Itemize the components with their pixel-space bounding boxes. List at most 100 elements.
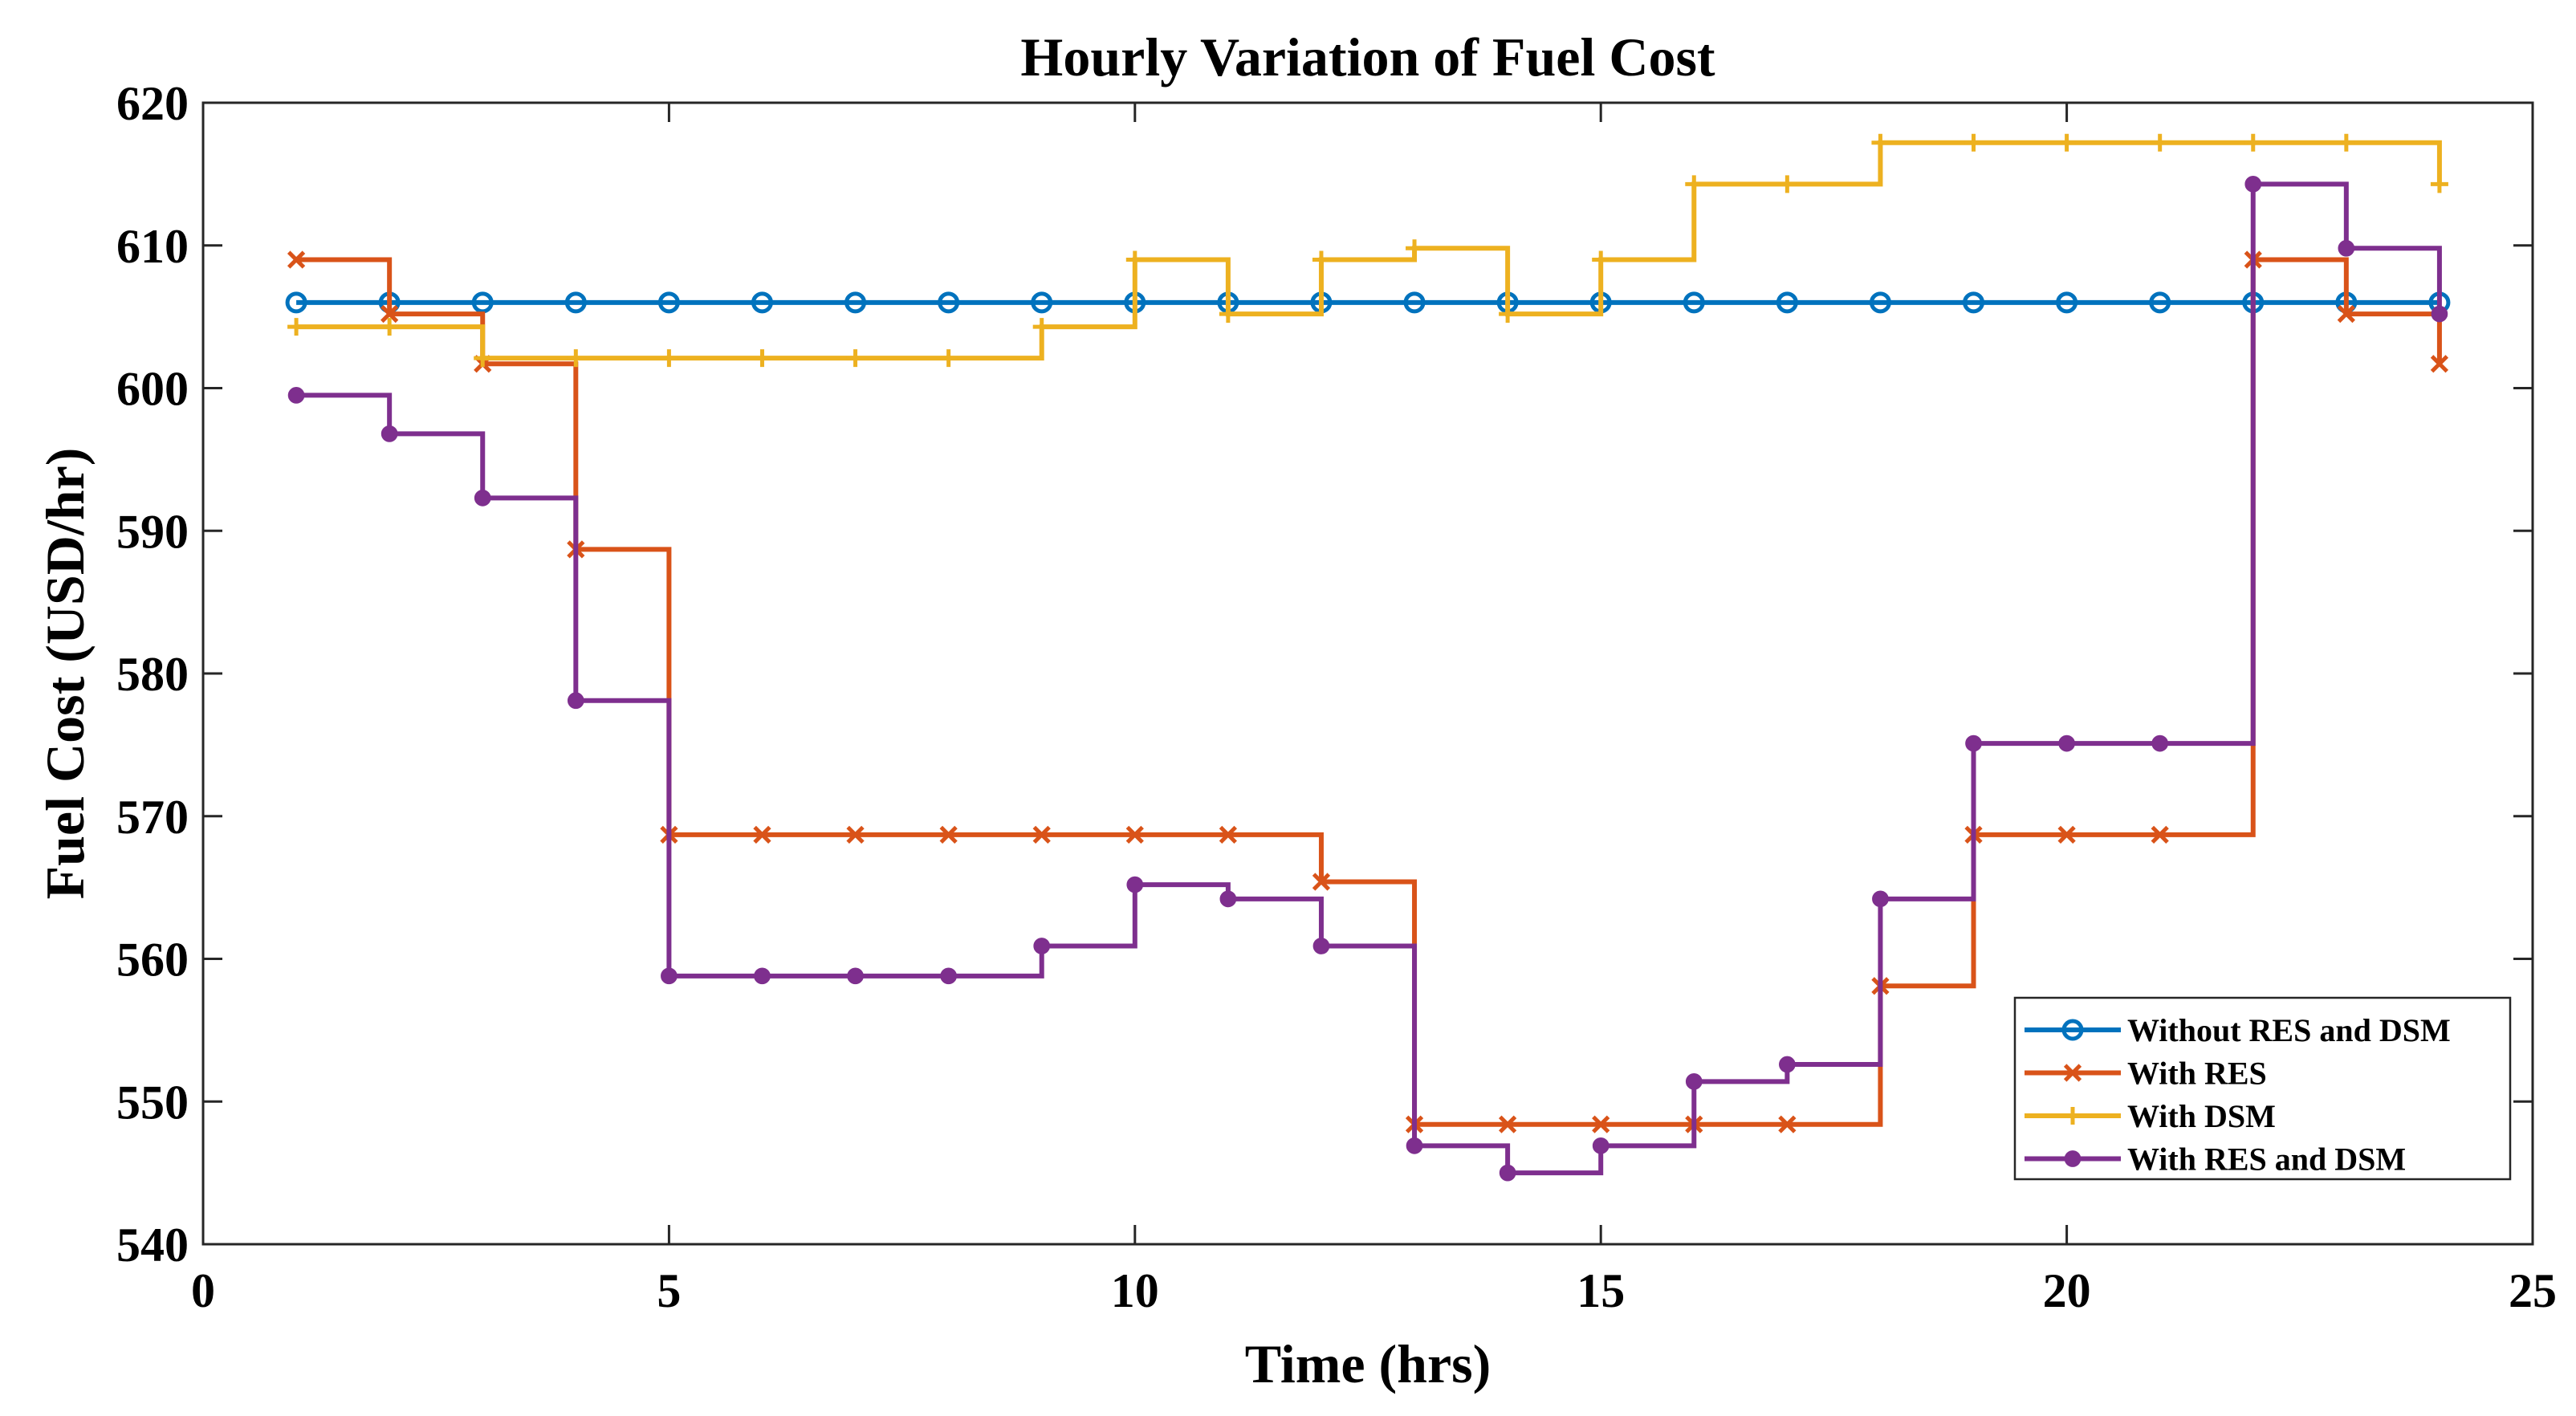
- data-point: [471, 291, 494, 314]
- data-point: [939, 825, 958, 844]
- data-point: [2337, 304, 2355, 323]
- data-point: [1965, 734, 1982, 752]
- legend: Without RES and DSM With RES With DSM With …: [2013, 996, 2512, 1181]
- data-point: [1406, 239, 1424, 258]
- legend-marker: [2061, 1019, 2084, 1041]
- data-point: [1312, 873, 1331, 891]
- data-point: [1776, 291, 1798, 314]
- data-point: [2431, 305, 2448, 323]
- data-point: [2057, 133, 2076, 152]
- series-line: [296, 181, 2442, 1176]
- data-point: [564, 291, 587, 314]
- data-point: [2244, 133, 2262, 152]
- data-point: [1125, 825, 1144, 844]
- data-point: [567, 349, 585, 368]
- data-point: [1219, 305, 1237, 323]
- data-point: [2151, 825, 2169, 844]
- data-point: [285, 291, 307, 314]
- data-point: [474, 349, 492, 368]
- y-axis-label: Fuel Cost (USD/hr): [35, 448, 96, 900]
- legend-marker: [2064, 1107, 2082, 1125]
- y-tick-label: 610: [116, 220, 189, 273]
- data-point: [1406, 1137, 1423, 1154]
- y-tick-label: 590: [116, 505, 189, 558]
- y-tick-label: 570: [116, 791, 189, 844]
- data-point: [1685, 175, 1703, 193]
- y-tick-label: 580: [116, 648, 189, 701]
- series-with-dsm: [287, 133, 2448, 368]
- series-lines: [285, 133, 2451, 1182]
- legend-item: Without RES and DSM: [2025, 1012, 2451, 1048]
- data-point: [661, 967, 678, 985]
- legend-item: With RES: [2025, 1056, 2267, 1092]
- data-point: [2058, 734, 2075, 752]
- data-point: [1403, 291, 1426, 314]
- y-tick-label: 550: [116, 1076, 189, 1129]
- data-point: [1964, 133, 1983, 152]
- x-tick-label: 25: [2509, 1264, 2557, 1317]
- data-point: [1033, 938, 1051, 954]
- data-point: [939, 349, 958, 368]
- y-tick-label: 560: [116, 934, 189, 987]
- data-point: [2057, 825, 2076, 844]
- data-point: [2056, 291, 2078, 314]
- data-point: [567, 692, 584, 710]
- data-point: [1778, 175, 1797, 193]
- data-point: [1312, 938, 1330, 954]
- y-tick-label: 620: [116, 77, 189, 130]
- data-point: [1592, 250, 1610, 269]
- data-point: [1963, 291, 1985, 314]
- data-point: [1779, 1056, 1796, 1073]
- data-point: [2337, 133, 2355, 152]
- data-point: [2149, 291, 2171, 314]
- data-point: [2430, 175, 2448, 193]
- data-point: [846, 825, 865, 844]
- x-tick-label: 5: [657, 1264, 681, 1317]
- data-point: [1869, 291, 1891, 314]
- data-point: [753, 825, 771, 844]
- data-point: [847, 967, 864, 985]
- legend-label: With DSM: [2127, 1098, 2276, 1134]
- data-point: [1685, 1073, 1703, 1090]
- plot-area: [201, 101, 2534, 1246]
- data-point: [846, 349, 865, 368]
- data-point: [287, 387, 305, 404]
- data-point: [1219, 890, 1237, 908]
- data-point: [1592, 1115, 1610, 1133]
- x-tick-label: 10: [1111, 1264, 1159, 1317]
- data-point: [1125, 250, 1144, 269]
- data-point: [1871, 133, 1890, 152]
- data-point: [1032, 825, 1051, 844]
- series-with-res-and-dsm: [287, 175, 2448, 1182]
- data-point: [844, 291, 867, 314]
- data-point: [940, 967, 957, 985]
- legend-item: With DSM: [2025, 1098, 2276, 1134]
- data-point: [754, 967, 771, 985]
- y-tick-label: 540: [116, 1219, 189, 1272]
- data-point: [1499, 305, 1517, 323]
- data-point: [1683, 291, 1705, 314]
- data-point: [1499, 1164, 1516, 1182]
- data-point: [1126, 876, 1144, 893]
- data-point: [2151, 133, 2169, 152]
- chart-title: Hourly Variation of Fuel Cost: [1020, 26, 1715, 87]
- data-point: [938, 291, 960, 314]
- data-point: [1312, 250, 1330, 269]
- data-point: [2430, 355, 2449, 373]
- legend-marker: [2064, 1150, 2082, 1167]
- legend-marker: [2063, 1064, 2082, 1082]
- data-point: [380, 304, 399, 323]
- data-point: [2151, 734, 2169, 752]
- x-axis-label: Time (hrs): [1245, 1333, 1491, 1394]
- data-point: [657, 291, 680, 314]
- series-with-res: [287, 250, 2449, 1133]
- data-point: [2338, 239, 2355, 257]
- series-line: [296, 140, 2442, 361]
- data-point: [380, 425, 398, 442]
- data-point: [2244, 175, 2262, 193]
- data-point: [1778, 1115, 1797, 1133]
- data-point: [287, 318, 306, 336]
- data-point: [753, 349, 771, 368]
- x-tick-label: 0: [191, 1264, 215, 1317]
